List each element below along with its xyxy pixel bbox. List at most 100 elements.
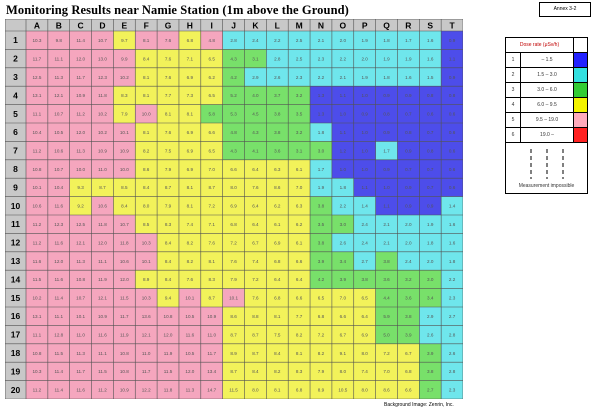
cell-value: 3.5 [318,222,325,227]
cell-value: 6.1 [274,222,281,227]
cell-value: 7.6 [165,75,172,80]
cell-value: 2.2 [274,38,281,43]
grid-cell [310,325,332,344]
cell-value: 11.3 [76,259,85,264]
cell-value: 7.4 [361,369,368,374]
cell-value: 3.2 [296,130,303,135]
grid-cell [157,380,179,399]
grid-cell [397,325,420,344]
cell-value: 8.2 [187,259,194,264]
cell-value: 1.0 [383,185,390,190]
column-label: M [296,21,303,31]
cell-value: 10.8 [120,351,129,356]
grid-cell [200,251,223,271]
cell-value: 11.8 [98,222,107,227]
cell-value: 11.6 [76,388,85,393]
cell-value: 2.3 [296,75,303,80]
grid-cell [244,270,267,289]
grid-cell [375,31,398,50]
grid-cell [178,307,201,326]
grid-svg: 10.3 9.8 11.4 10.7 9.7 8.1 7.6 6.8 4.8 2.8 2.4 2.2 2… [5,19,463,399]
grid-cell [353,307,376,326]
cell-value: 1.0 [361,130,368,135]
cell-value: 10.3 [142,296,151,301]
cell-value: 8.5 [121,185,128,190]
grid-cell [200,67,223,87]
grid-cell [353,251,376,271]
grid-cell [419,86,442,105]
grid-cell [135,123,158,142]
cell-value: 8.9 [318,388,325,393]
legend-item-range: 19.0 – [520,127,574,143]
grid-cell [353,67,376,87]
grid-cell [375,270,398,289]
cell-value: 1.1 [383,204,390,209]
dose-rate-legend: Dose rate (μSv/h) 1– 1.5 2 1.5 – 3.0 3 3.0 –… [505,37,588,194]
cell-value: 0.9 [383,130,390,135]
cell-value: 10.1 [76,314,85,319]
grid-cell [266,159,289,179]
grid-cell [69,159,92,179]
cell-value: 7.5 [165,148,172,153]
cell-value: 8.4 [143,185,150,190]
cell-value: 12.3 [54,222,63,227]
cell-value: 6.9 [187,75,194,80]
grid-cell [397,362,420,381]
grid-cell [288,288,311,307]
grid-cell [288,123,311,142]
grid-cell [331,251,354,271]
cell-value: 6.5 [209,93,216,98]
cell-value: 6.6 [405,388,412,393]
column-label: N [318,21,324,31]
cell-value: 10.5 [54,130,63,135]
grid-cell [397,123,420,142]
cell-value: 12.5 [76,222,85,227]
cell-value: 4.4 [383,296,390,301]
grid-cell [69,343,92,363]
grid-cell [178,123,201,142]
cell-value: 2.3 [449,388,456,393]
grid-cell [331,233,354,252]
grid-cell [375,141,398,160]
cell-value: 7.0 [383,369,390,374]
grid-cell [222,141,245,160]
cell-value: 6.1 [296,240,303,245]
row-label: 12 [11,238,21,248]
grid-cell [441,215,463,234]
grid-cell [47,233,70,252]
grid-cell [244,196,267,215]
grid-cell [200,49,223,68]
cell-value: 1.6 [427,38,434,43]
grid-cell [113,196,136,215]
cell-value: 1.8 [318,130,325,135]
cell-value: 0.9 [449,75,456,80]
grid-cell [266,288,289,307]
grid-cell [178,325,201,344]
grid-cell [47,325,70,344]
cell-value: 12.0 [185,369,194,374]
cell-value: 8.1 [187,185,194,190]
grid-cell [47,31,70,50]
grid-cell [310,31,332,50]
cell-value: 8.7 [209,185,216,190]
cell-value: 8.5 [143,222,150,227]
grid-cell [135,159,158,179]
grid-cell [397,307,420,326]
grid-cell [441,123,463,142]
grid-cell [288,104,311,123]
column-label: D [99,21,105,31]
grid-cell [419,307,442,326]
cell-value: 8.9 [143,277,150,282]
grid-cell [222,196,245,215]
cell-value: 8.4 [252,369,259,374]
grid-cell [26,123,48,142]
grid-cell [47,67,70,87]
cell-value: 3.9 [318,259,325,264]
grid-cell [91,307,114,326]
cell-value: 11.5 [98,369,107,374]
grid-cell [222,215,245,234]
grid-cell [441,307,463,326]
grid-cell [310,307,332,326]
grid-cell [441,196,463,215]
cell-value: 9.1 [340,351,347,356]
